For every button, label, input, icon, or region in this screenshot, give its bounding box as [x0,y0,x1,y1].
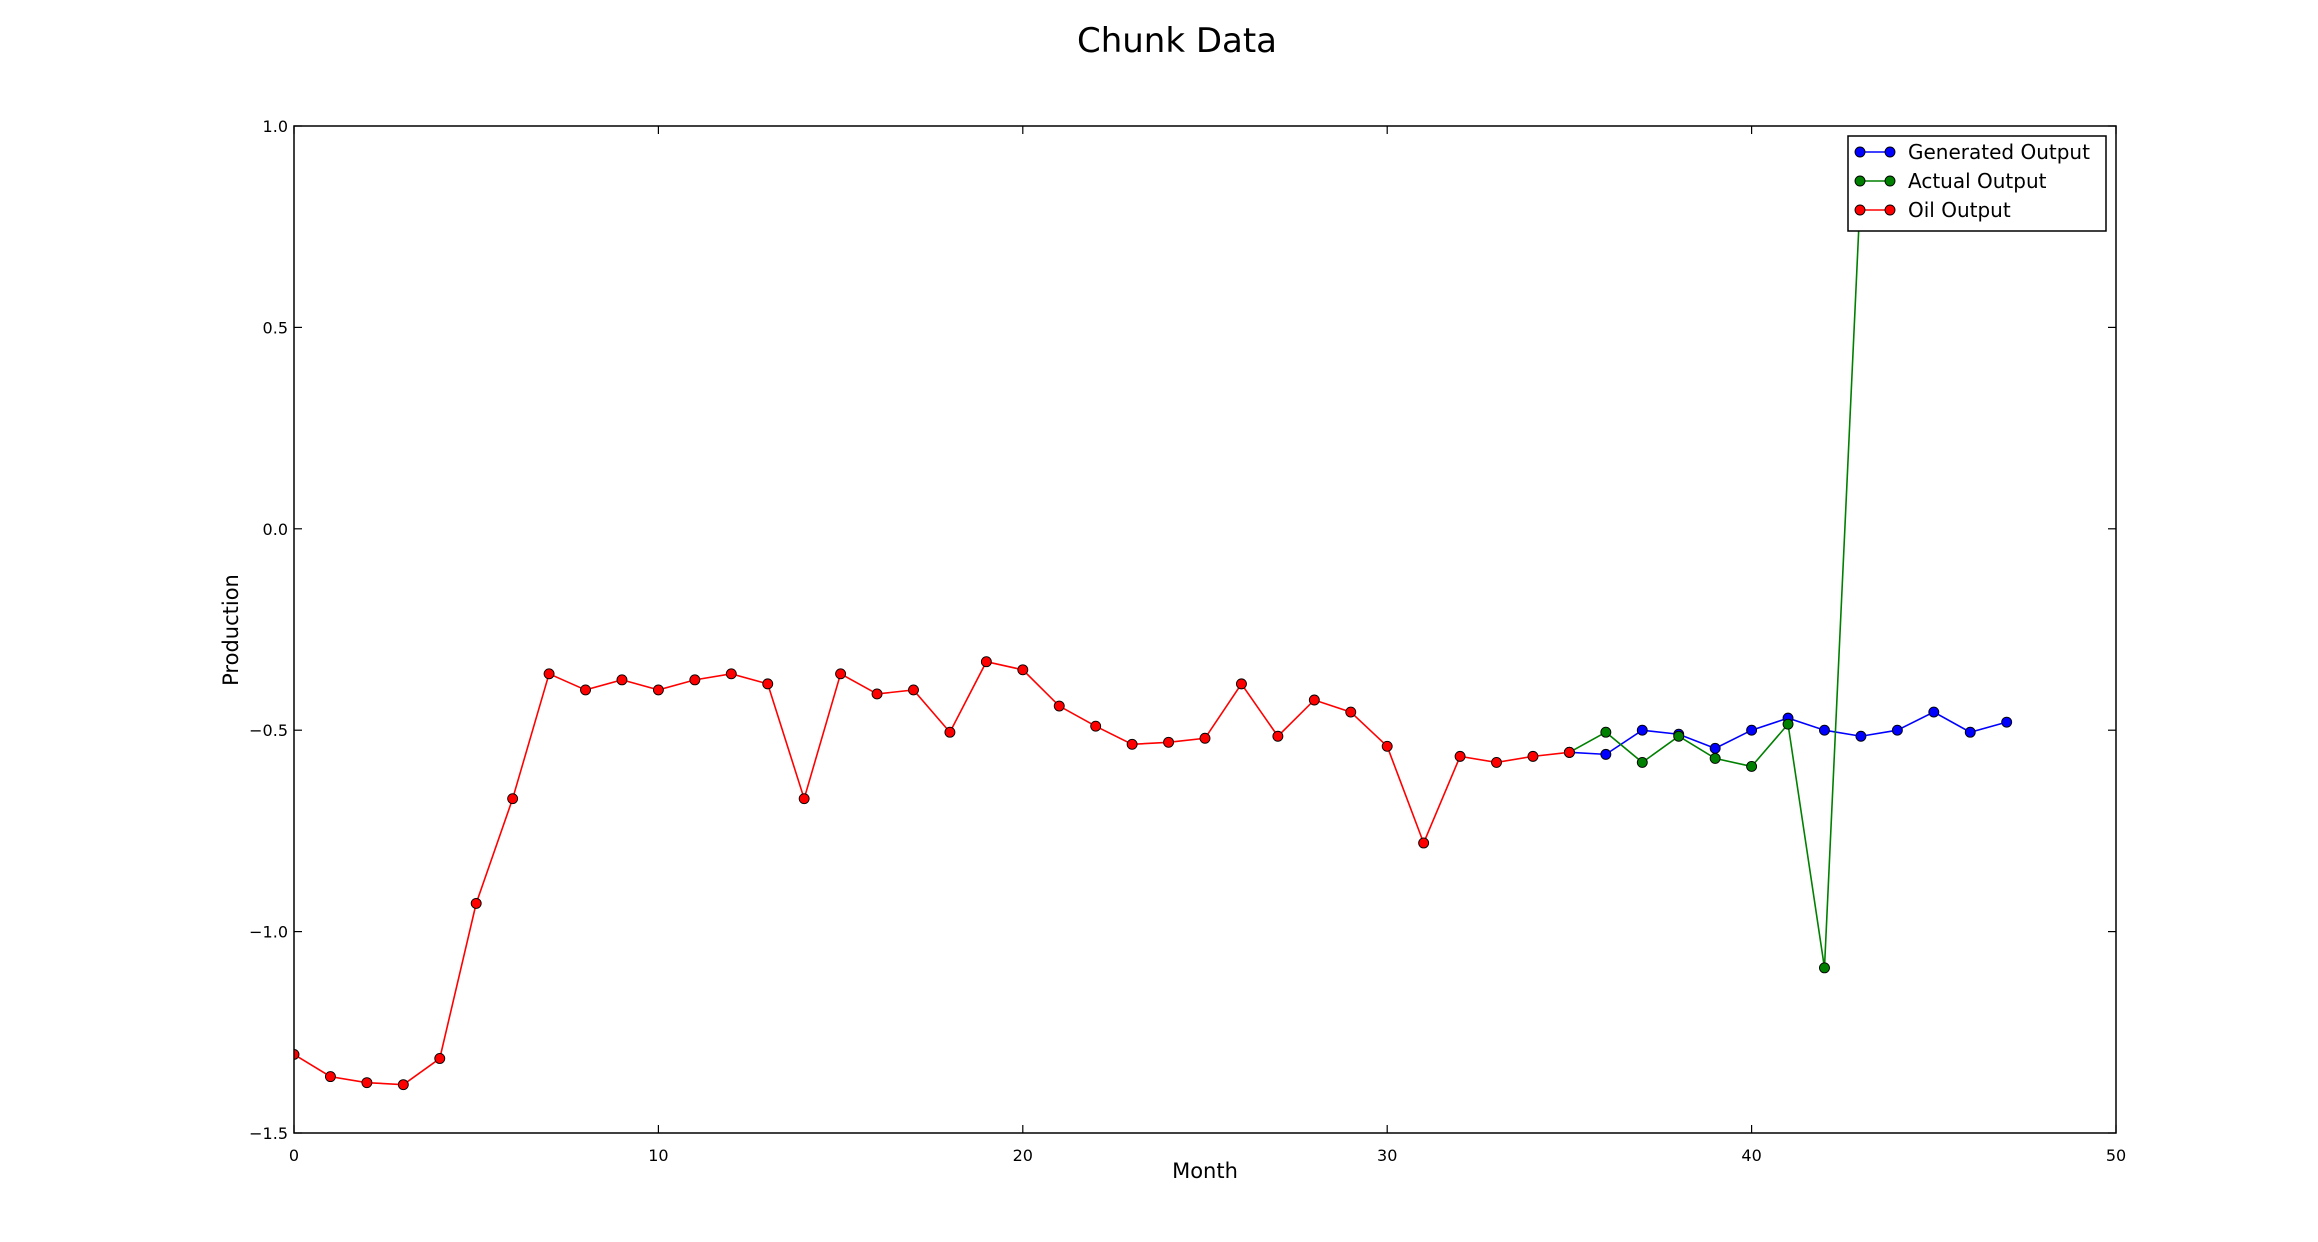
legend-item-oil-output: Oil Output [1854,198,2011,222]
data-point-oil-output [1053,700,1065,712]
data-point-oil-output [1527,750,1539,762]
legend-label: Generated Output [1908,140,2090,164]
y-tick-label: −0.5 [249,721,288,740]
y-tick-label: 0.5 [263,318,288,337]
data-point-oil-output [1345,706,1357,718]
legend: Generated Output Actual Output Oil Output [1847,135,2107,232]
data-point-oil-output [1017,664,1029,676]
data-point-oil-output [1163,736,1175,748]
series-actual-output [1563,176,1867,974]
data-point-actual-output [1673,730,1685,742]
data-point-generated-output [1819,724,1830,736]
data-point-oil-output [762,678,774,690]
data-point-oil-output [294,1049,300,1060]
legend-marker [1884,175,1896,187]
legend-marker [1884,146,1896,158]
x-tick-label: 0 [289,1146,299,1165]
plot-frame [293,125,2117,1134]
data-point-oil-output [616,674,628,686]
legend-item-actual-output: Actual Output [1854,169,2047,193]
x-tick-label: 50 [2106,1146,2126,1165]
series-layer [294,176,2013,1091]
data-point-generated-output [1891,724,1903,736]
legend-label: Oil Output [1908,198,2011,222]
series-generated-output [1563,706,2013,760]
legend-label: Actual Output [1908,169,2047,193]
legend-item-generated-output: Generated Output [1854,140,2090,164]
data-point-oil-output [652,684,664,696]
data-point-oil-output [725,668,737,680]
data-point-oil-output [543,668,555,680]
data-point-oil-output [908,684,919,696]
plot-area [294,176,2013,1091]
data-point-actual-output [1709,752,1721,764]
data-point-oil-output [1199,732,1211,744]
data-point-oil-output [580,684,591,696]
y-tick-label: 1.0 [263,117,288,136]
data-point-oil-output [835,668,847,680]
data-point-oil-output [470,897,482,909]
data-point-generated-output [1746,724,1758,736]
data-point-oil-output [1418,837,1430,849]
series-oil-output [294,656,1575,1091]
x-tick-label: 20 [1013,1146,1033,1165]
data-point-oil-output [507,793,519,805]
data-point-generated-output [2001,716,2013,728]
data-point-actual-output [1636,756,1648,768]
x-axis: 0 10 20 30 40 50 [289,126,2126,1165]
data-point-oil-output [871,688,883,700]
data-point-oil-output [1563,746,1575,758]
data-point-actual-output [1600,726,1612,738]
data-point-generated-output [1928,706,1940,718]
series-line-oil-output [294,660,1570,1086]
data-point-oil-output [1090,720,1102,732]
x-axis-label: Month [1172,1159,1238,1183]
data-point-generated-output [1636,724,1648,736]
data-point-generated-output [1709,742,1721,754]
data-point-oil-output [324,1071,336,1083]
data-point-oil-output [1381,740,1393,752]
y-tick-label: −1.0 [249,923,288,942]
y-tick-label: 0.0 [263,520,288,539]
legend-marker [1854,175,1866,187]
data-point-oil-output [434,1053,446,1064]
data-point-actual-output [1782,718,1794,730]
x-tick-label: 10 [648,1146,668,1165]
data-point-oil-output [689,674,701,686]
data-point-oil-output [1126,738,1138,750]
data-point-oil-output [1235,678,1247,690]
data-point-oil-output [1308,694,1320,706]
legend-marker [1854,204,1866,216]
data-point-oil-output [397,1079,409,1091]
legend-marker [1854,146,1866,158]
series-line-actual-output [1569,182,1862,968]
data-point-oil-output [1491,756,1502,768]
data-point-generated-output [1855,730,1867,742]
data-point-generated-output [1964,726,1976,738]
y-axis-label: Production [219,574,243,686]
chart-title: Chunk Data [1077,21,1277,61]
data-point-oil-output [1454,750,1466,762]
y-tick-label: −1.5 [249,1124,288,1143]
data-point-generated-output [1600,748,1612,760]
data-point-oil-output [361,1077,373,1089]
data-point-actual-output [1819,962,1830,974]
y-axis: −1.5 −1.0 −0.5 0.0 0.5 1.0 [249,117,2116,1143]
x-tick-label: 40 [1741,1146,1761,1165]
x-tick-label: 30 [1377,1146,1397,1165]
data-point-oil-output [980,656,992,668]
data-point-actual-output [1746,761,1758,772]
legend-marker [1884,204,1896,216]
data-point-oil-output [1272,730,1284,742]
data-point-oil-output [944,726,956,738]
data-point-oil-output [798,793,810,805]
